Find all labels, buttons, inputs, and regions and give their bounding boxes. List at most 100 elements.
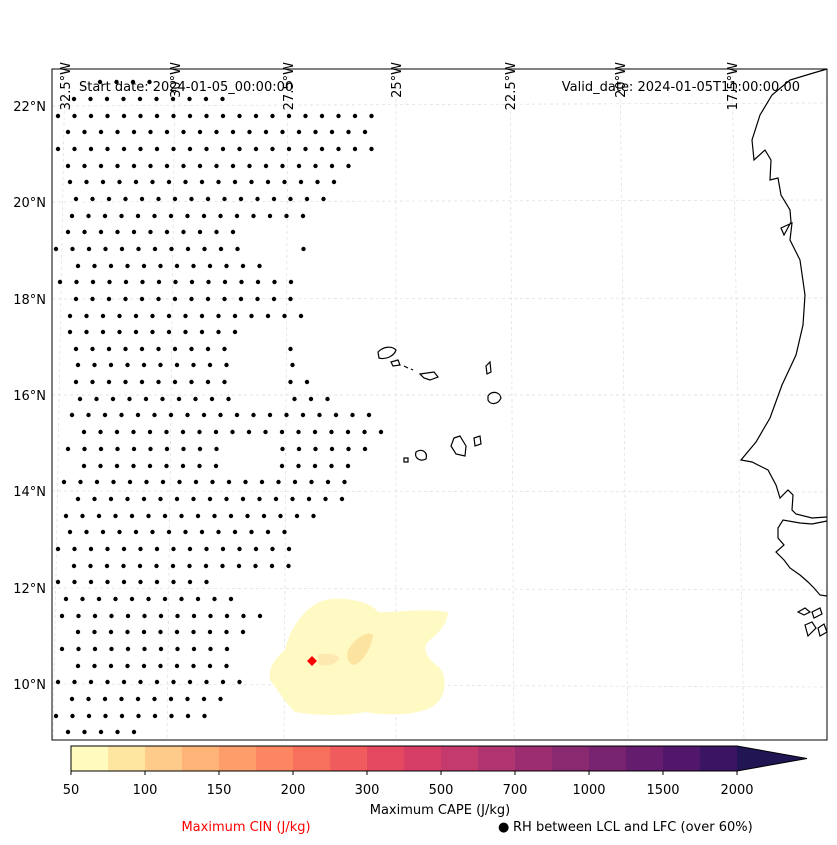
rh-dot bbox=[168, 696, 174, 702]
island-santo-antao bbox=[377, 346, 397, 360]
rh-dot bbox=[290, 496, 295, 502]
rh-dot bbox=[121, 579, 127, 585]
rh-dot bbox=[90, 196, 95, 202]
rh-dot bbox=[127, 479, 133, 485]
rh-dot bbox=[232, 313, 238, 319]
rh-dot bbox=[147, 429, 153, 435]
rh-dot bbox=[265, 313, 271, 319]
rh-dot bbox=[63, 596, 69, 602]
rh-dot bbox=[171, 579, 176, 585]
rh-dot bbox=[306, 496, 312, 502]
rh-dot bbox=[317, 412, 322, 418]
rh-dot bbox=[255, 279, 261, 285]
rh-dot bbox=[135, 696, 141, 702]
lon-label: 17.5°W bbox=[726, 62, 741, 110]
rh-dot bbox=[154, 679, 160, 685]
rh-dot bbox=[67, 329, 73, 335]
rh-dot bbox=[240, 263, 246, 269]
rh-dot bbox=[72, 146, 77, 152]
rh-dot bbox=[189, 346, 194, 352]
rh-dot bbox=[121, 96, 126, 102]
rh-dot bbox=[125, 362, 130, 368]
rh-dot bbox=[84, 179, 89, 185]
rh-dot bbox=[234, 213, 240, 219]
rh-dot bbox=[164, 129, 170, 135]
rh-dot bbox=[97, 79, 103, 85]
rh-dot bbox=[90, 379, 95, 385]
rh-dot bbox=[220, 96, 225, 102]
rh-dot bbox=[169, 246, 174, 252]
rh-dot bbox=[154, 146, 160, 152]
rh-dot bbox=[202, 246, 207, 252]
rh-dot bbox=[88, 113, 94, 119]
rh-dot bbox=[237, 146, 242, 152]
rh-dot bbox=[232, 529, 238, 535]
rh-dot bbox=[243, 479, 248, 485]
rh-dot bbox=[362, 429, 367, 435]
rh-dot bbox=[259, 479, 265, 485]
rh-dot bbox=[257, 263, 262, 269]
rh-dot bbox=[203, 96, 209, 102]
rh-dot bbox=[121, 113, 127, 119]
rh-dot bbox=[222, 379, 227, 385]
rh-dot bbox=[131, 446, 137, 452]
rh-dot bbox=[136, 246, 141, 252]
colorbar-segment bbox=[478, 746, 516, 771]
rh-dot bbox=[171, 679, 176, 685]
rh-dot bbox=[152, 412, 157, 418]
rh-dot bbox=[147, 79, 152, 85]
rh-dot bbox=[84, 313, 89, 319]
rh-dot bbox=[237, 679, 242, 685]
rh-dot bbox=[92, 646, 98, 652]
rh-dot bbox=[86, 713, 92, 719]
rh-dot bbox=[171, 546, 176, 552]
rh-dot bbox=[150, 529, 155, 535]
rh-dot bbox=[114, 463, 120, 469]
island-boa-vista bbox=[487, 391, 502, 405]
rh-dot bbox=[156, 346, 161, 352]
rh-dot bbox=[65, 729, 71, 735]
rh-legend-symbol: ● bbox=[498, 820, 509, 835]
rh-dot bbox=[237, 546, 242, 552]
rh-dot bbox=[102, 412, 108, 418]
colorbar-segment bbox=[330, 746, 368, 771]
rh-dot bbox=[130, 79, 136, 85]
rh-dot bbox=[65, 446, 71, 452]
lon-label: 22.5°W bbox=[504, 62, 519, 110]
lon-label: 20°W bbox=[614, 62, 629, 98]
rh-dot bbox=[100, 179, 106, 185]
rh-dot bbox=[204, 579, 209, 585]
rh-dot bbox=[298, 179, 304, 185]
rh-dot bbox=[160, 479, 166, 485]
rh-dot bbox=[105, 579, 110, 585]
coast-western-sahara-senegal bbox=[739, 68, 828, 519]
rh-dot bbox=[117, 313, 122, 319]
rh-dot bbox=[55, 679, 61, 685]
rh-dot bbox=[207, 629, 213, 635]
rh-dot bbox=[139, 296, 145, 302]
rh-dot bbox=[207, 263, 213, 269]
rh-dot bbox=[197, 229, 203, 235]
rh-dot bbox=[284, 412, 289, 418]
rh-dot bbox=[224, 629, 229, 635]
rh-dot bbox=[183, 329, 188, 335]
rh-dot bbox=[141, 362, 147, 368]
island-santiago bbox=[450, 435, 467, 457]
rh-dot bbox=[253, 113, 259, 119]
rh-dot bbox=[286, 563, 291, 569]
cape-shading bbox=[269, 598, 448, 715]
cape-verde-islands bbox=[377, 346, 502, 463]
rh-dot bbox=[265, 529, 271, 535]
rh-dot bbox=[113, 596, 118, 602]
rh-dot bbox=[296, 446, 302, 452]
rh-dot bbox=[92, 629, 97, 635]
rh-dot bbox=[170, 563, 176, 569]
rh-dot bbox=[98, 463, 103, 469]
rh-dot bbox=[104, 563, 110, 569]
rh-dot bbox=[59, 613, 65, 619]
rh-dot bbox=[290, 362, 295, 368]
rh-dot bbox=[121, 546, 127, 552]
rh-dot bbox=[53, 246, 59, 252]
rh-dot bbox=[152, 213, 157, 219]
rh-dot bbox=[329, 163, 335, 169]
